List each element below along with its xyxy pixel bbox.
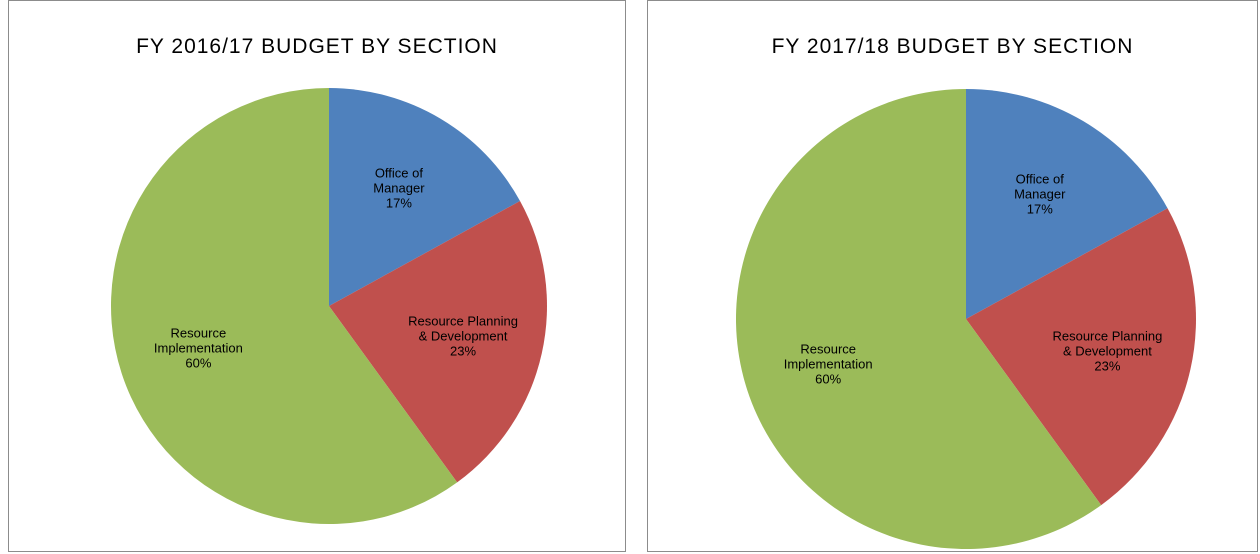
pie-slice (110, 88, 458, 525)
data-label: Office of Manager 17% (359, 165, 439, 210)
pie-slice (735, 89, 1102, 549)
pie-slice (329, 200, 547, 483)
value-label: 60% (185, 355, 212, 371)
pie (735, 89, 1196, 549)
pie-slice (966, 89, 1168, 319)
chart-title: FY 2017/18 BUDGET BY SECTION (771, 35, 1134, 58)
chart-panel: FY 2017/18 BUDGET BY SECTION Office of Ma… (647, 0, 1258, 552)
value-label: 60% (815, 371, 842, 387)
data-label: Office of Manager 17% (1000, 172, 1080, 217)
value-label: 23% (1094, 358, 1121, 374)
category-label: Resource Planning & Development (408, 313, 518, 344)
pie (110, 88, 547, 525)
value-label: 23% (450, 343, 477, 359)
data-label: Resource Planning & Development 23% (1052, 328, 1162, 373)
data-label: Resource Implementation 60% (773, 341, 883, 386)
data-label: Resource Implementation 60% (143, 326, 253, 371)
category-label: Office of Manager (373, 165, 425, 196)
value-label: 17% (1026, 201, 1053, 217)
data-label: Resource Planning & Development 23% (408, 313, 518, 358)
chart-title: FY 2016/17 BUDGET BY SECTION (136, 35, 498, 58)
category-label: Office of Manager (1014, 171, 1066, 202)
category-label: Resource Planning & Development (1052, 328, 1163, 359)
chart-panel: FY 2016/17 BUDGET BY SECTION Office of Ma… (8, 0, 626, 552)
value-label: 17% (385, 195, 412, 211)
category-label: Resource Implementation (153, 325, 243, 356)
pie-slice (966, 208, 1196, 506)
pie-slice (329, 88, 521, 306)
category-label: Resource Implementation (783, 341, 873, 372)
